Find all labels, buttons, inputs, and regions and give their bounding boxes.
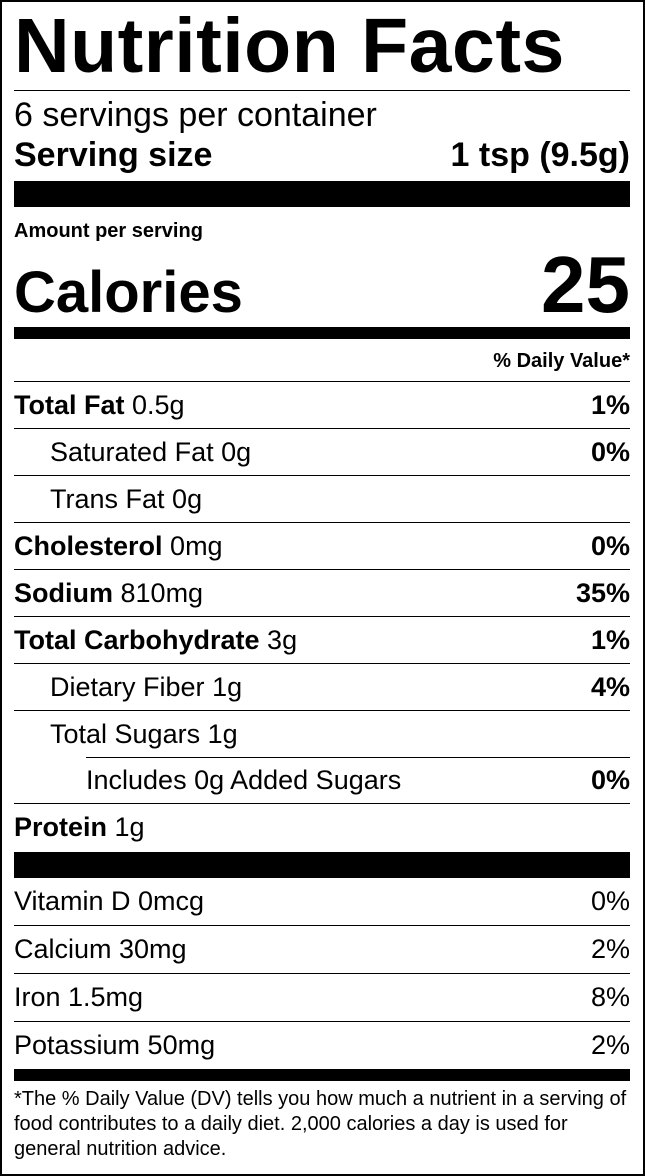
vitamin-text: Potassium 50mg	[14, 1030, 216, 1060]
nutrient-dv: 4%	[590, 671, 630, 702]
nutrient-row-trans-fat: Trans Fat 0g	[14, 476, 630, 523]
calories-row: Calories 25	[14, 243, 630, 327]
nutrient-name: Total Fat	[14, 389, 125, 420]
medium-divider	[14, 1069, 630, 1081]
nutrient-row-protein: Protein 1g	[14, 804, 630, 850]
vitamin-dv: 8%	[590, 982, 630, 1012]
nutrient-dv: 0%	[590, 764, 630, 795]
nutrient-amount: 0g	[221, 436, 252, 467]
nutrient-row-total-carbohydrate: Total Carbohydrate 3g 1%	[14, 617, 630, 664]
medium-divider	[14, 327, 630, 339]
vitamin-dv: 0%	[590, 886, 630, 916]
serving-size-label: Serving size	[14, 136, 213, 174]
thick-divider	[14, 852, 630, 878]
vitamin-text: Vitamin D 0mcg	[14, 886, 205, 916]
vitamin-row-potassium: Potassium 50mg 2%	[14, 1022, 630, 1069]
nutrient-row-saturated-fat: Saturated Fat 0g 0%	[14, 429, 630, 476]
nutrient-row-total-fat: Total Fat 0.5g 1%	[14, 382, 630, 429]
amount-per-serving: Amount per serving	[14, 220, 203, 242]
vitamin-text: Iron 1.5mg	[14, 982, 144, 1012]
nutrient-amount: 0.5g	[132, 389, 185, 420]
nutrient-row-total-sugars: Total Sugars 1g	[14, 711, 630, 758]
servings-per-container: 6 servings per container	[14, 96, 377, 134]
nutrient-amount: 0mg	[170, 530, 223, 561]
nutrient-amount: 1g	[114, 811, 145, 842]
calories-label: Calories	[14, 260, 243, 325]
serving-size-value: 1 tsp (9.5g)	[450, 136, 630, 174]
nutrient-amount: 810mg	[120, 577, 204, 608]
vitamin-row-vitamin-d: Vitamin D 0mcg 0%	[14, 878, 630, 926]
serving-size: Serving size 1 tsp (9.5g)	[14, 135, 630, 181]
nutrient-name: Sodium	[14, 577, 113, 608]
nutrient-name: Protein	[14, 811, 108, 842]
vitamin-row-calcium: Calcium 30mg 2%	[14, 926, 630, 974]
nutrient-name: Total Carbohydrate	[14, 624, 260, 655]
nutrient-name: Includes 0g Added Sugars	[86, 764, 402, 795]
footnote: *The % Daily Value (DV) tells you how mu…	[14, 1088, 627, 1160]
nutrient-name: Saturated Fat	[50, 436, 214, 467]
nutrient-name: Total Sugars	[50, 718, 201, 749]
nutrient-amount: 0g	[172, 483, 203, 514]
nutrient-amount: 3g	[267, 624, 298, 655]
nutrient-dv: 1%	[590, 389, 630, 420]
vitamin-dv: 2%	[590, 934, 630, 964]
nutrient-row-added-sugars: Includes 0g Added Sugars 0%	[14, 757, 630, 804]
vitamin-text: Calcium 30mg	[14, 934, 187, 964]
nutrient-dv: 35%	[575, 577, 630, 608]
calories-value: 25	[541, 240, 630, 329]
daily-value-header: % Daily Value*	[14, 339, 630, 382]
nutrient-dv: 0%	[590, 530, 630, 561]
thick-divider	[14, 181, 630, 207]
nutrient-row-dietary-fiber: Dietary Fiber 1g 4%	[14, 664, 630, 711]
nutrient-dv: 1%	[590, 624, 630, 655]
nutrient-row-cholesterol: Cholesterol 0mg 0%	[14, 523, 630, 570]
vitamin-dv: 2%	[590, 1030, 630, 1060]
nutrient-name: Cholesterol	[14, 530, 163, 561]
nutrient-amount: 1g	[212, 671, 243, 702]
nutrient-row-sodium: Sodium 810mg 35%	[14, 570, 630, 617]
nutrient-dv: 0%	[590, 436, 630, 467]
nutrient-name: Trans Fat	[50, 483, 165, 514]
nutrient-name: Dietary Fiber	[50, 671, 205, 702]
nutrient-amount: 1g	[207, 718, 238, 749]
divider	[14, 90, 630, 91]
vitamin-row-iron: Iron 1.5mg 8%	[14, 974, 630, 1022]
label-title: Nutrition Facts	[14, 3, 565, 89]
